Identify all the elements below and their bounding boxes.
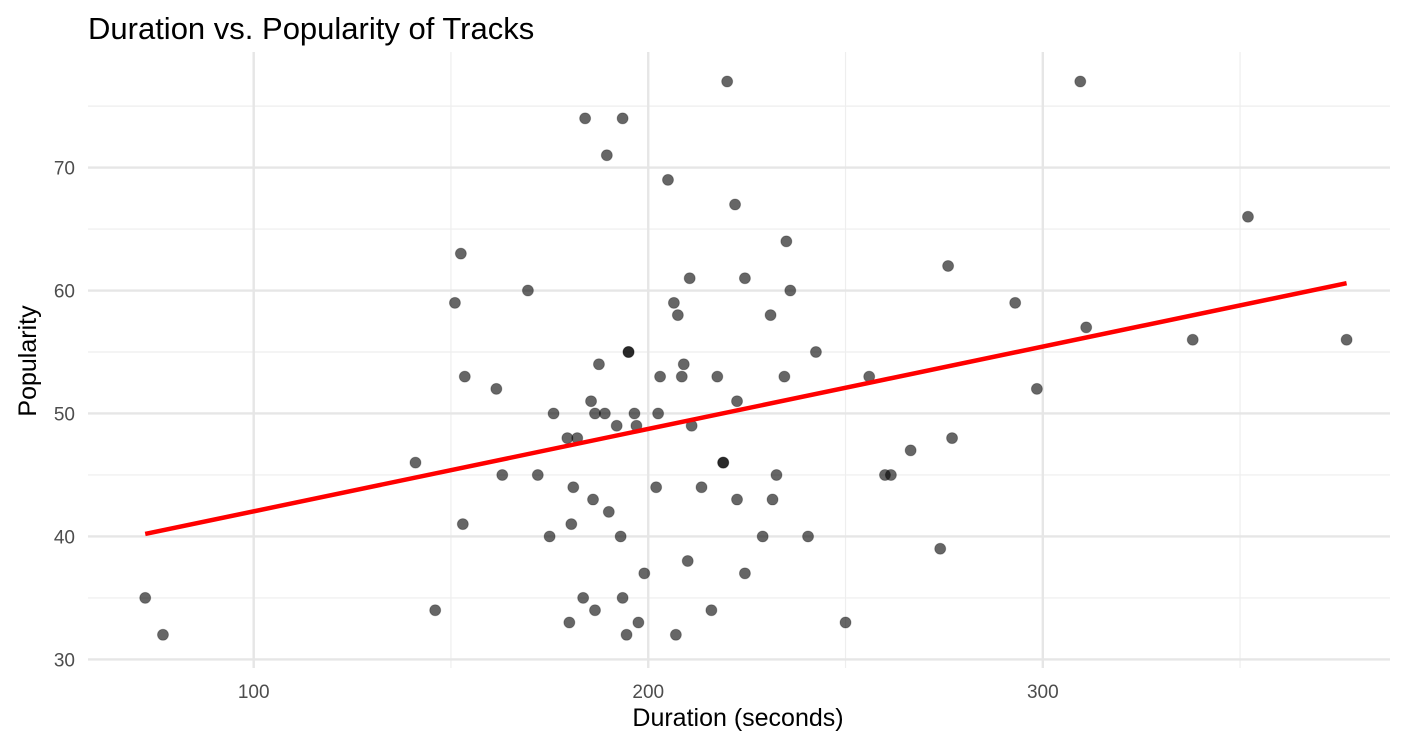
data-point [1241,210,1254,223]
x-tick-label: 200 [632,682,664,703]
data-point [681,555,694,568]
x-tick-label: 300 [1027,682,1059,703]
data-point [1080,321,1093,334]
data-point [454,247,467,260]
data-point [561,432,574,445]
data-point [156,628,169,641]
data-point [675,370,688,383]
data-point [661,173,674,186]
y-axis-ticks: 30 40 50 60 70 [54,159,75,672]
y-tick-label: 40 [54,527,75,548]
data-point [577,591,590,604]
data-point [1186,333,1199,346]
data-point [946,432,959,445]
data-point [683,272,696,285]
data-point [521,284,534,297]
data-point [669,628,682,641]
data-point [942,259,955,272]
data-point [766,493,779,506]
data-point [677,358,690,371]
trend-line-layer [144,280,1348,537]
data-point [588,604,601,617]
data-point [809,346,822,359]
x-axis-ticks: 100 200 300 [238,682,1059,703]
data-point [1340,333,1353,346]
data-point [738,272,751,285]
data-point [780,235,793,248]
data-point [622,346,635,359]
data-point [839,616,852,629]
data-point [409,456,422,469]
data-point [756,530,769,543]
data-point [778,370,791,383]
data-points [139,75,1353,641]
data-point [547,407,560,420]
data-point [592,358,605,371]
y-tick-label: 60 [54,282,75,303]
data-point [632,616,645,629]
data-point [620,628,633,641]
data-point [429,604,442,617]
data-point [587,493,600,506]
data-point [531,468,544,481]
grid [88,52,1390,668]
data-point [598,407,611,420]
data-point [671,309,684,322]
data-point [729,198,742,211]
x-tick-label: 100 [238,682,270,703]
data-point [616,591,629,604]
data-point [139,591,152,604]
data-point [585,395,598,408]
data-point [600,149,613,162]
x-axis-title: Duration (seconds) [632,704,843,732]
data-point [731,493,744,506]
data-point [904,444,917,457]
data-point [563,616,576,629]
data-point [711,370,724,383]
data-point [705,604,718,617]
data-point [667,296,680,309]
data-point [695,481,708,494]
data-point [456,518,469,531]
data-point [543,530,556,543]
data-point [721,75,734,88]
data-point [731,395,744,408]
data-point [579,112,592,125]
data-point [717,456,730,469]
y-axis-title: Popularity [14,305,42,417]
data-point [1030,382,1043,395]
data-point [764,309,777,322]
data-point [884,468,897,481]
data-point [1074,75,1087,88]
data-point [934,542,947,555]
data-point [638,567,651,580]
data-point [650,481,663,494]
data-point [458,370,471,383]
data-point [784,284,797,297]
data-point [565,518,578,531]
data-point [1009,296,1022,309]
y-tick-label: 50 [54,404,75,425]
data-point [802,530,815,543]
data-point [610,419,623,432]
data-point [770,468,783,481]
data-point [588,407,601,420]
data-point [654,370,667,383]
regression-line [144,280,1348,537]
data-point [567,481,580,494]
data-point [496,468,509,481]
data-point [738,567,751,580]
data-point [614,530,627,543]
y-tick-label: 70 [54,159,75,180]
chart-title: Duration vs. Popularity of Tracks [88,11,534,46]
data-point [490,382,503,395]
data-point [628,407,641,420]
data-point [448,296,461,309]
data-point [616,112,629,125]
data-point [652,407,665,420]
y-tick-label: 30 [54,650,75,671]
data-point [602,505,615,518]
